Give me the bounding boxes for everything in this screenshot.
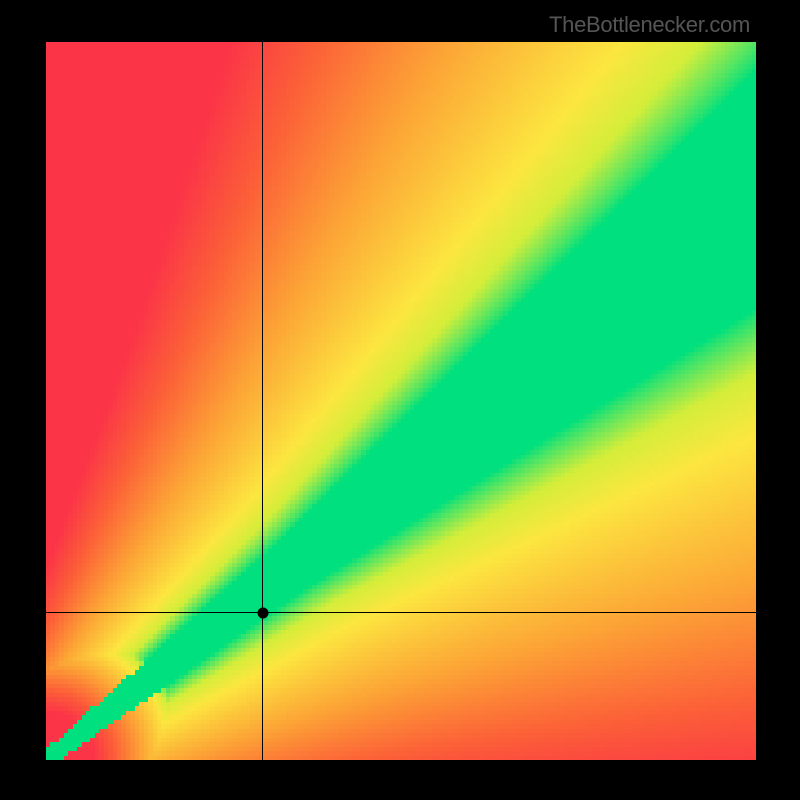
bottleneck-heatmap bbox=[46, 42, 756, 760]
watermark-text: TheBottlenecker.com bbox=[549, 12, 750, 38]
chart-container: TheBottlenecker.com bbox=[0, 0, 800, 800]
